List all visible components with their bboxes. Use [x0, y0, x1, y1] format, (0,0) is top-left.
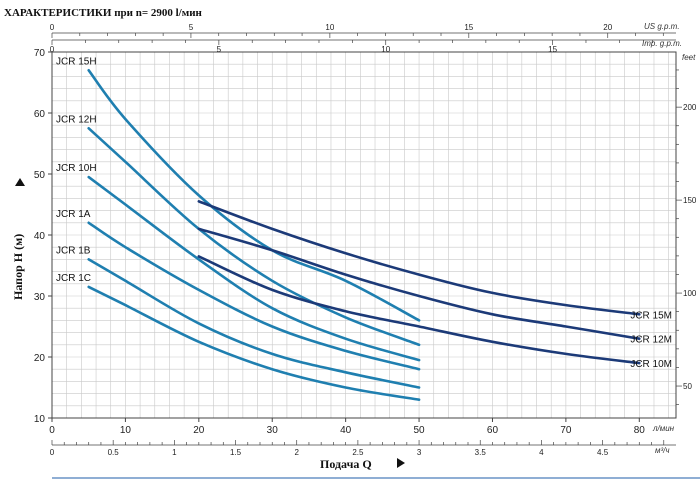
y-tick-label: 40: [34, 231, 46, 242]
y-tick-label: 30: [34, 292, 46, 303]
series-label-jcr-15h: JCR 15H: [56, 56, 97, 67]
labels-layer: JCR 15H JCR 12H JCR 10H JCR 1A JCR 1B JCR 1C J…: [56, 56, 672, 370]
x-tick-label: 10: [120, 425, 132, 436]
y-tick-label: 20: [34, 353, 46, 364]
x-tick-label: 20: [193, 425, 205, 436]
y-tick-label: 70: [34, 48, 46, 59]
feet-tick-label: 50: [683, 382, 692, 391]
x-unit-lmin: л/мин: [652, 424, 675, 433]
feet-tick-label: 100: [683, 289, 697, 298]
m3h-tick-label: 3.5: [475, 448, 487, 457]
series-label-jcr-10m: JCR 10M: [630, 359, 672, 370]
series-line-jcr-10h: [87, 175, 421, 362]
top-us-gpm-unit: US g.p.m.: [644, 22, 680, 31]
x-tick-label: 60: [487, 425, 499, 436]
y-tick-label: 10: [34, 414, 46, 425]
x-tick-label: 0: [49, 425, 55, 436]
imp-gpm-tick-label: 15: [548, 45, 557, 54]
imp-gpm-tick-label: 5: [217, 45, 222, 54]
x-tick-label: 80: [634, 425, 646, 436]
series-label-jcr-1a: JCR 1A: [56, 209, 91, 220]
us-gpm-tick-label: 5: [189, 23, 194, 32]
feet-tick-label: 150: [683, 196, 697, 205]
m3h-tick-label: 4: [539, 448, 544, 457]
x-tick-label: 40: [340, 425, 352, 436]
y-axis-title: Напор H (м): [11, 234, 25, 300]
x-tick-label: 70: [560, 425, 572, 436]
us-gpm-tick-label: 20: [603, 23, 612, 32]
m3h-tick-label: 0.5: [108, 448, 120, 457]
series-line-jcr-1c: [87, 285, 421, 401]
series-line-jcr-10m: [197, 255, 641, 365]
series-line-jcr-1a: [87, 221, 421, 371]
series-line-jcr-12m: [197, 227, 641, 340]
y-tick-label: 60: [34, 109, 46, 120]
us-gpm-tick-label: 0: [50, 23, 55, 32]
series-label-jcr-1b: JCR 1B: [56, 245, 91, 256]
x-unit-m3h: м³/ч: [655, 446, 670, 455]
right-feet-unit: feet: [682, 53, 696, 62]
y-axis-arrow: [15, 178, 25, 186]
series-line-jcr-12h: [87, 127, 421, 347]
series-line-jcr-15m: [197, 200, 641, 316]
series-line-jcr-1b: [87, 258, 421, 389]
m3h-tick-label: 2.5: [352, 448, 364, 457]
m3h-tick-label: 4.5: [597, 448, 609, 457]
series-line-jcr-15h: [87, 69, 421, 322]
imp-gpm-tick-label: 10: [381, 45, 390, 54]
m3h-tick-label: 1: [172, 448, 177, 457]
series-label-jcr-12m: JCR 12M: [630, 335, 672, 346]
top-imp-gpm-unit: Imp. g.p.m.: [642, 39, 682, 48]
x-tick-label: 50: [413, 425, 425, 436]
series-label-jcr-1c: JCR 1C: [56, 273, 91, 284]
y-tick-label: 50: [34, 170, 46, 181]
imp-gpm-tick-label: 0: [50, 45, 55, 54]
us-gpm-tick-label: 15: [464, 23, 473, 32]
m3h-tick-label: 1.5: [230, 448, 242, 457]
series-layer: [87, 69, 641, 401]
axes: 0 10 20 30 40 50 60 70 800 0.5 1 1.5 2 2.5 3 3.5 4 4.50 5 1…: [34, 23, 697, 457]
x-tick-label: 30: [267, 425, 279, 436]
us-gpm-tick-label: 10: [325, 23, 334, 32]
x-axis-title: Подача Q: [320, 457, 372, 471]
x-axis-arrow: [397, 458, 405, 468]
m3h-tick-label: 2: [294, 448, 299, 457]
chart-title: ХАРАКТЕРИСТИКИ при n= 2900 l/мин: [4, 7, 203, 19]
series-label-jcr-10h: JCR 10H: [56, 163, 97, 174]
m3h-tick-label: 3: [417, 448, 422, 457]
series-label-jcr-12h: JCR 12H: [56, 114, 97, 125]
series-label-jcr-15m: JCR 15M: [630, 310, 672, 321]
feet-tick-label: 200: [683, 103, 697, 112]
m3h-tick-label: 0: [50, 448, 55, 457]
